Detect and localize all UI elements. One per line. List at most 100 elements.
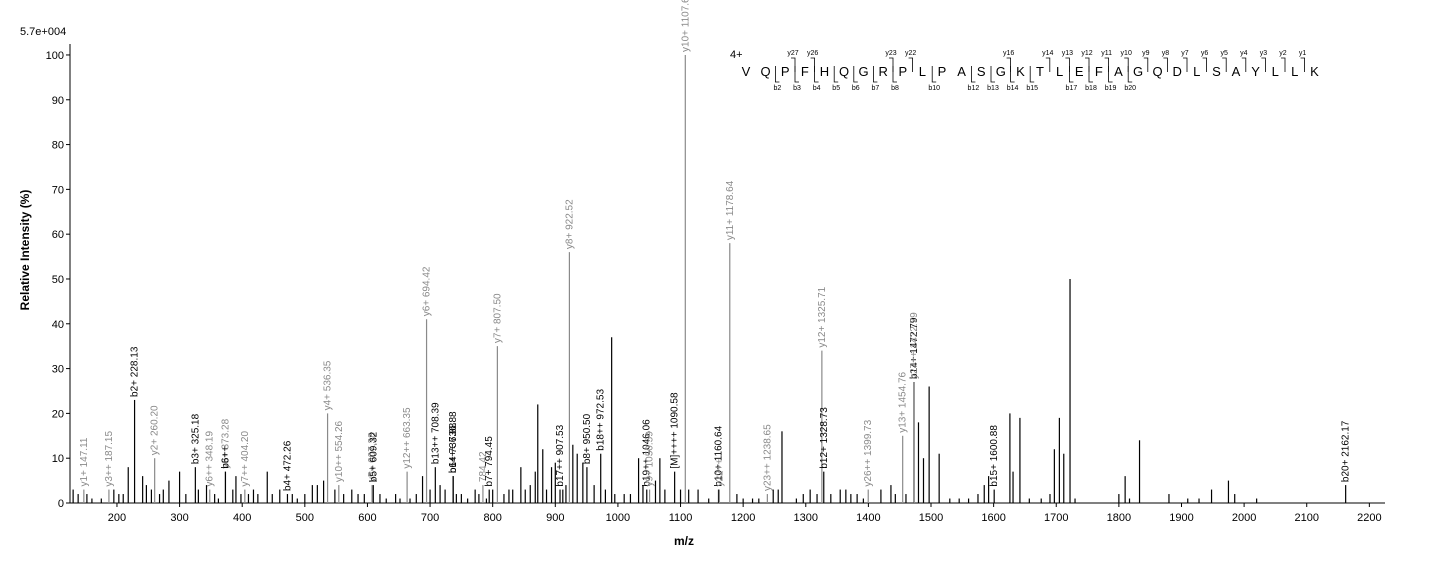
- sequence-residue: G: [996, 64, 1006, 79]
- peak-label: b2+ 228.13: [130, 346, 141, 397]
- y-ion-label: y3: [1260, 50, 1268, 57]
- x-tick-label: 600: [358, 512, 376, 524]
- y-tick-label: 70: [52, 184, 64, 196]
- x-tick-label: 1500: [919, 512, 943, 524]
- x-tick-label: 800: [483, 512, 501, 524]
- peak-label: y8+ 922.52: [564, 199, 575, 249]
- y-ion-label: y1: [1299, 50, 1307, 57]
- sequence-residue: S: [977, 64, 986, 79]
- peak-label: y12++ 663.35: [402, 407, 413, 469]
- y-ion-label: y10: [1121, 50, 1132, 57]
- x-axis-title: m/z: [674, 534, 694, 548]
- b-ion-bracket: [814, 66, 819, 83]
- peak-label: 784.42: [478, 451, 489, 482]
- b-ion-bracket: [1069, 66, 1074, 83]
- peak-label: b6++: [220, 446, 231, 469]
- x-tick-label: 1100: [669, 512, 693, 524]
- peak-label: y7++ 404.20: [240, 431, 251, 487]
- peak-label: b12+ 1328.73: [819, 407, 830, 469]
- sequence-residue: F: [1095, 64, 1103, 79]
- sequence-residue: L: [1291, 64, 1298, 79]
- sequence-residue: K: [1016, 64, 1025, 79]
- y-ion-label: y2: [1279, 50, 1287, 57]
- b-ion-label: b8: [891, 85, 899, 92]
- y-tick-label: 10: [52, 453, 64, 465]
- b-ion-bracket: [892, 66, 897, 83]
- peak-labels-layer: y1+ 147.11 y3++ 187.15 b2+ 228.13 y2+ 260.2…: [79, 0, 1352, 491]
- peak-label: y2+ 260.20: [150, 405, 161, 455]
- b-ion-bracket: [853, 66, 858, 83]
- y-ion-bracket: [1006, 57, 1011, 72]
- b-ion-label: b10: [928, 85, 940, 92]
- peak-label: y26++ 1399.73: [863, 419, 874, 486]
- sequence-residue: Y: [1251, 64, 1260, 79]
- b-ion-bracket: [1127, 66, 1133, 83]
- sequence-residue: G: [1133, 64, 1143, 79]
- peak-label: y5+ 607.38: [367, 432, 378, 482]
- y-ion-label: y14: [1042, 50, 1053, 57]
- x-tick-label: 300: [170, 512, 188, 524]
- y-ion-bracket: [1163, 57, 1168, 72]
- peak-label: b14+ 1472.79: [909, 317, 920, 379]
- sequence-residue: A: [1232, 64, 1241, 79]
- peak-label: y9+ 1050.59: [645, 431, 656, 487]
- b-ion-bracket: [1010, 66, 1015, 83]
- y-ion-label: y26: [807, 50, 818, 57]
- peak-label: y7+ 807.50: [492, 293, 503, 343]
- sequence-residue: A: [1114, 64, 1123, 79]
- sequence-residue: Q: [761, 64, 771, 79]
- y-ion-bracket: [1065, 57, 1070, 72]
- peak-label: b4+ 472.26: [282, 440, 293, 491]
- y-ion-label: y6: [1201, 50, 1209, 57]
- sequence-residue: D: [1173, 64, 1182, 79]
- y-ion-bracket: [1300, 57, 1305, 72]
- y-ion-bracket: [1241, 57, 1247, 72]
- peak-label: b17++ 907.53: [555, 424, 566, 486]
- y-ion-label: y4: [1240, 50, 1248, 57]
- peak-label: y6+ 694.42: [422, 266, 433, 316]
- x-tick-label: 1900: [1169, 512, 1193, 524]
- b-ion-label: b19: [1105, 85, 1117, 92]
- sequence-residue: P: [938, 64, 947, 79]
- x-tick-label: 2200: [1357, 512, 1381, 524]
- sequence-residue: E: [1075, 64, 1084, 79]
- x-tick-label: 900: [546, 512, 564, 524]
- y-ion-bracket: [810, 57, 815, 72]
- x-tick-label: 2100: [1294, 512, 1318, 524]
- b-ion-label: b3: [793, 85, 801, 92]
- peak-label: y23++ 1238.65: [762, 424, 773, 491]
- y-ion-bracket: [908, 57, 913, 72]
- b-ion-label: b7: [872, 85, 880, 92]
- peak-label: y3+ 373.28: [220, 418, 231, 468]
- peak-label: y10++ 554.26: [334, 420, 345, 482]
- peak-label: b6+ 736.88: [448, 422, 459, 473]
- y-ion-bracket: [1104, 57, 1109, 72]
- sequence-residue: P: [781, 64, 790, 79]
- peak-label: [M]++++ 1090.58: [670, 392, 681, 469]
- peak-label: y3++ 187.15: [104, 431, 115, 487]
- b-ion-label: b2: [774, 85, 782, 92]
- sequence-residue: Q: [1153, 64, 1163, 79]
- sequence-residue: F: [801, 64, 809, 79]
- y-tick-label: 100: [46, 50, 64, 62]
- peak-label: b3+ 325.18: [190, 413, 201, 464]
- y-ion-bracket: [1261, 57, 1266, 72]
- sequence-residue: T: [1036, 64, 1044, 79]
- peak-label: y22++: [714, 459, 725, 487]
- peak-label: b18++ 972.53: [596, 389, 607, 451]
- b-ion-label: b14: [1007, 85, 1019, 92]
- x-tick-label: 2000: [1232, 512, 1256, 524]
- b-ion-label: b6: [852, 85, 860, 92]
- y-tick-label: 60: [52, 229, 64, 241]
- sequence-residue: Q: [839, 64, 849, 79]
- b-ion-bracket: [990, 66, 995, 83]
- y-tick-label: 90: [52, 95, 64, 107]
- x-tick-label: 1700: [1044, 512, 1068, 524]
- y-ion-label: y13: [1062, 50, 1073, 57]
- y-ion-bracket: [1183, 57, 1188, 72]
- y-tick-label: 80: [52, 140, 64, 152]
- b-ion-bracket: [833, 66, 839, 83]
- sequence-residue: A: [957, 64, 966, 79]
